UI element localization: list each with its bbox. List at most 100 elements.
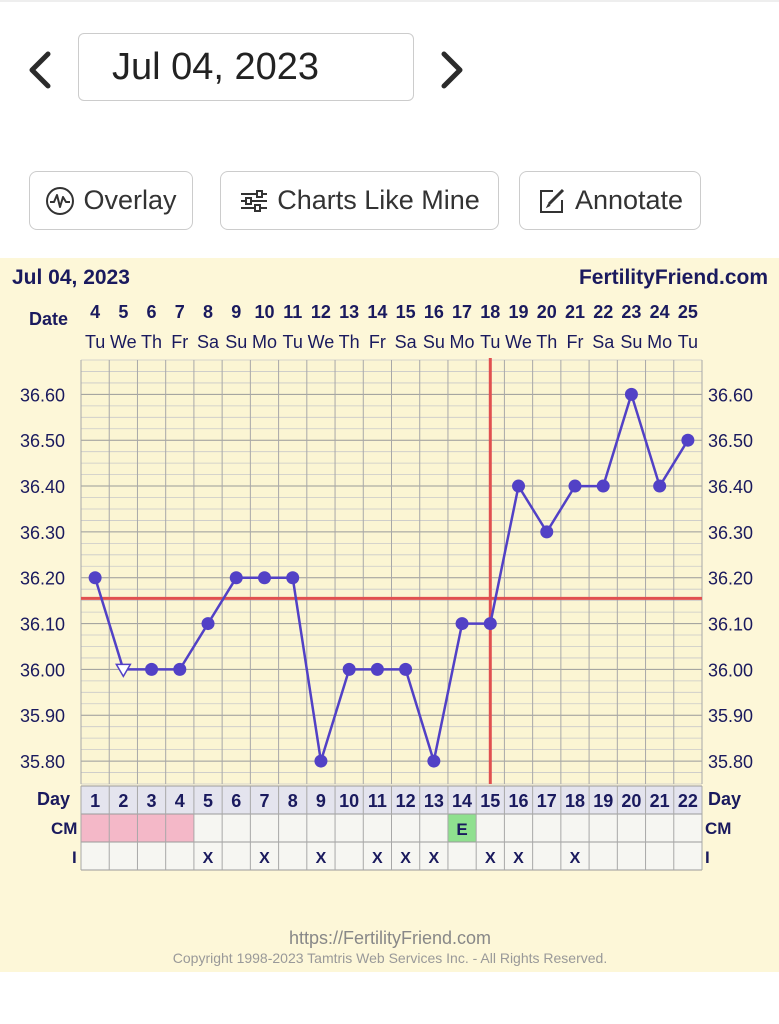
chart-canvas: Jul 04, 2023 FertilityFriend.com Date Da… <box>12 266 768 966</box>
overlay-button[interactable]: Overlay <box>29 171 193 230</box>
intercourse-marker: X <box>570 850 581 867</box>
cycle-day-label: 21 <box>650 791 670 811</box>
chart-title: Jul 04, 2023 <box>12 266 130 289</box>
date-row-label: Date <box>29 309 68 329</box>
temperature-point[interactable] <box>399 662 413 676</box>
date-tick-label: 15 <box>396 302 416 322</box>
temperature-point[interactable] <box>624 387 638 401</box>
date-tick-label: 9 <box>231 302 241 322</box>
temperature-point[interactable] <box>653 479 667 493</box>
y-tick-label-left: 35.90 <box>20 706 65 726</box>
chart-brand: FertilityFriend.com <box>579 266 768 289</box>
date-tick-label: 10 <box>254 302 274 322</box>
date-tick-label: 5 <box>118 302 128 322</box>
weekday-tick-label: Mo <box>647 332 672 352</box>
intercourse-marker: X <box>400 850 411 867</box>
date-tick-label: 19 <box>509 302 529 322</box>
fertility-chart: Jul 04, 2023 FertilityFriend.com Date Da… <box>0 258 779 972</box>
temperature-point[interactable] <box>173 662 187 676</box>
cycle-day-label: 22 <box>678 791 698 811</box>
temperature-point[interactable] <box>540 525 554 539</box>
y-tick-label-left: 36.20 <box>20 569 65 589</box>
period-cell <box>165 814 194 842</box>
previous-date-button[interactable] <box>20 42 60 98</box>
cycle-day-label: 1 <box>90 791 100 811</box>
cm-cell-label: E <box>456 820 467 839</box>
cycle-day-label: 11 <box>368 791 387 811</box>
weekday-tick-label: We <box>110 332 137 352</box>
cycle-day-label: 7 <box>259 791 269 811</box>
temperature-point[interactable] <box>370 662 384 676</box>
temperature-point[interactable] <box>201 617 215 631</box>
i-row-label-right: I <box>705 848 710 867</box>
temperature-point[interactable] <box>229 571 243 585</box>
weekday-tick-label: Mo <box>252 332 277 352</box>
day-row-label-left: Day <box>37 789 70 809</box>
y-tick-label-left: 35.80 <box>20 752 65 772</box>
y-tick-label-right: 35.80 <box>708 752 753 772</box>
weekday-tick-label: Th <box>536 332 557 352</box>
intercourse-marker: X <box>372 850 383 867</box>
cycle-day-label: 4 <box>175 791 185 811</box>
date-tick-label: 20 <box>537 302 557 322</box>
temperature-point[interactable] <box>483 617 497 631</box>
weekday-tick-label: We <box>308 332 335 352</box>
sliders-icon <box>239 186 269 216</box>
date-tick-label: 24 <box>650 302 670 322</box>
temperature-point[interactable] <box>596 479 610 493</box>
temperature-line <box>93 393 689 763</box>
intercourse-marker: X <box>316 850 327 867</box>
temperature-point[interactable] <box>568 479 582 493</box>
date-selector[interactable]: Jul 04, 2023 <box>78 33 414 101</box>
weekday-tick-label: Fr <box>369 332 386 352</box>
intercourse-marker: X <box>203 850 214 867</box>
cycle-day-label: 15 <box>480 791 500 811</box>
date-tick-label: 16 <box>424 302 444 322</box>
cycle-day-label: 8 <box>288 791 298 811</box>
weekday-tick-label: Su <box>423 332 445 352</box>
row-grid <box>80 785 703 871</box>
day-row-label-right: Day <box>708 789 741 809</box>
intercourse-marker: X <box>429 850 440 867</box>
temperature-point[interactable] <box>314 754 328 768</box>
y-tick-label-left: 36.60 <box>20 385 65 405</box>
weekday-tick-label: Sa <box>592 332 615 352</box>
date-tick-label: 13 <box>339 302 359 322</box>
cycle-day-label: 12 <box>396 791 416 811</box>
date-tick-label: 23 <box>621 302 641 322</box>
date-label: Jul 04, 2023 <box>112 45 320 88</box>
weekday-tick-label: Su <box>620 332 642 352</box>
cycle-day-label: 2 <box>118 791 128 811</box>
temperature-point[interactable] <box>257 571 271 585</box>
temperature-point[interactable] <box>455 617 469 631</box>
weekday-tick-label: Sa <box>197 332 220 352</box>
y-tick-label-right: 36.30 <box>708 523 753 543</box>
weekday-tick-label: Tu <box>480 332 500 352</box>
temperature-point[interactable] <box>88 571 102 585</box>
temperature-point[interactable] <box>681 433 695 447</box>
temperature-point[interactable] <box>512 479 526 493</box>
y-tick-label-right: 36.50 <box>708 431 753 451</box>
temperature-point[interactable] <box>145 662 159 676</box>
date-tick-label: 21 <box>565 302 585 322</box>
charts-like-mine-button[interactable]: Charts Like Mine <box>220 171 499 230</box>
charts-like-mine-label: Charts Like Mine <box>277 185 480 215</box>
cycle-day-label: 3 <box>147 791 157 811</box>
y-tick-label-right: 35.90 <box>708 706 753 726</box>
cycle-day-label: 18 <box>565 791 585 811</box>
overlay-label: Overlay <box>83 185 177 215</box>
temperature-point[interactable] <box>427 754 441 768</box>
footer-copyright: Copyright 1998-2023 Tamtris Web Services… <box>173 950 607 966</box>
y-tick-label-left: 36.10 <box>20 615 65 635</box>
intercourse-marker: X <box>513 850 524 867</box>
annotate-button[interactable]: Annotate <box>519 171 701 230</box>
temperature-point[interactable] <box>342 662 356 676</box>
next-date-button[interactable] <box>432 42 472 98</box>
weekday-tick-label: We <box>505 332 532 352</box>
weekday-tick-label: Th <box>141 332 162 352</box>
cm-row-label-right: CM <box>705 819 731 838</box>
weekday-tick-label: Tu <box>678 332 698 352</box>
date-tick-label: 6 <box>147 302 157 322</box>
temperature-point[interactable] <box>286 571 300 585</box>
temperature-point-discarded[interactable] <box>115 663 132 678</box>
